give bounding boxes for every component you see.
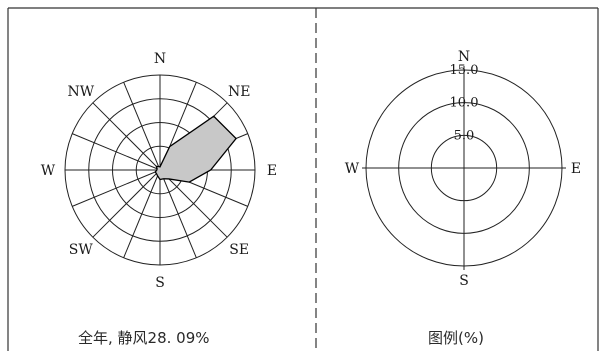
- frequency-polygon: [155, 116, 236, 182]
- legend-direction-n: N: [458, 49, 470, 65]
- legend-direction-w: W: [345, 161, 360, 177]
- direction-label-sw: SW: [69, 242, 94, 258]
- direction-label-se: SE: [229, 242, 249, 258]
- legend-caption: 图例(%): [428, 327, 484, 348]
- spoke-NW: [93, 103, 160, 170]
- legend-direction-e: E: [571, 161, 581, 177]
- direction-label-nw: NW: [67, 84, 94, 100]
- direction-label-ne: NE: [228, 84, 250, 100]
- legend-direction-s: S: [459, 273, 469, 289]
- direction-label-w: W: [41, 163, 56, 179]
- ring-label-3: 15.0: [450, 63, 479, 78]
- annual-wind-rose: N NE E SE S SW W NW: [41, 51, 277, 291]
- spoke-SW: [93, 170, 160, 237]
- direction-label-e: E: [267, 163, 277, 179]
- ring-label-1: 5.0: [454, 128, 475, 143]
- direction-label-s: S: [155, 275, 165, 291]
- direction-label-n: N: [154, 51, 166, 67]
- annual-caption: 全年, 静风28. 09%: [78, 327, 210, 348]
- ring-label-2: 10.0: [450, 96, 479, 111]
- legend-wind-rose: 5.0 10.0 15.0N E S W: [345, 49, 581, 289]
